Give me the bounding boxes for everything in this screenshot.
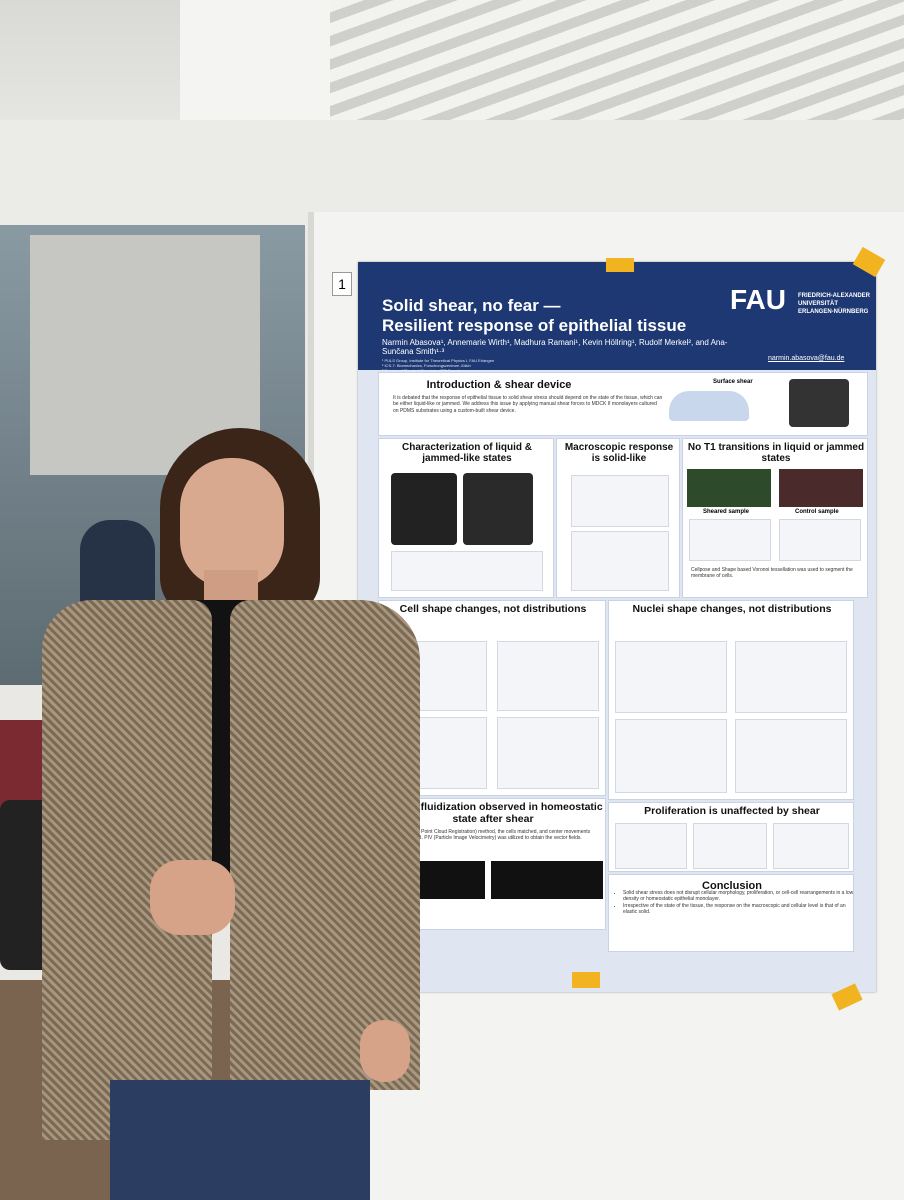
affiliation: ¹ PULS Group, Institute for Theoretical … (382, 358, 495, 363)
university: FRIEDRICH-ALEXANDER UNIVERSITÄT ERLANGEN… (798, 293, 870, 315)
affiliation: ³ Division of Physical Chemistry, IRB Za… (382, 368, 461, 373)
intro-section: Introduction & shear device It is debate… (378, 372, 868, 436)
jeans (110, 1080, 370, 1200)
section-heading: Nuclei shape changes, not distributions (632, 603, 832, 615)
section: No T1 transitions in liquid or jammed st… (682, 438, 868, 598)
cell-diagram (669, 391, 749, 421)
plot (615, 719, 727, 793)
section: Characterization of liquid & jammed-like… (378, 438, 554, 598)
plot (615, 823, 687, 869)
plot (497, 717, 599, 789)
beam (180, 0, 330, 120)
title-line: Resilient response of epithelial tissue (382, 316, 687, 335)
section-text: It is debated that the response of epith… (393, 395, 663, 414)
conclusion-bullet: Irrespective of the state of the tissue,… (623, 903, 853, 916)
section: Nuclei shape changes, not distributions (608, 600, 854, 800)
jacket-right (230, 600, 420, 1090)
section-text: Cellpose and Shape based Voronoi tessell… (691, 567, 853, 580)
plot (391, 551, 543, 591)
figure-label: Surface shear (713, 379, 753, 385)
plot (773, 823, 849, 869)
wall (0, 120, 904, 230)
plot (497, 641, 599, 711)
plot (779, 519, 861, 561)
plot (735, 719, 847, 793)
section-heading: Conclusion (702, 880, 762, 892)
microscope-image (779, 469, 863, 507)
board-number: 1 (332, 272, 352, 296)
affiliations: ¹ PULS Group, Institute for Theoretical … (382, 358, 494, 373)
plot (571, 475, 669, 527)
plot (615, 641, 727, 713)
authors: Narmin Abasova¹, Annemarie Wirth¹, Madhu… (382, 338, 728, 356)
microscope-image (687, 469, 771, 507)
email: narmin.abasova@fau.de (768, 355, 845, 362)
tape (572, 972, 600, 988)
section-text: IPCR (Iterative Point Cloud Registration… (387, 829, 591, 842)
poster: Solid shear, no fear — Resilient respons… (358, 262, 876, 992)
tape (606, 258, 634, 272)
section: Macroscopic response is solid-like (556, 438, 680, 598)
section-heading: No T1 transitions in liquid or jammed st… (687, 442, 865, 464)
title-line: Solid shear, no fear — (382, 296, 561, 315)
section-heading: Introduction & shear device (426, 379, 572, 391)
poster-header: Solid shear, no fear — Resilient respons… (358, 262, 876, 373)
plot (571, 531, 669, 591)
logo: FAU (730, 284, 786, 315)
shear-device (789, 379, 849, 427)
microscope-image (391, 473, 457, 545)
conclusion-bullet: Solid shear stress does not disrupt cell… (623, 890, 853, 903)
section: Proliferation is unaffected by shear (608, 802, 854, 872)
section-heading: Cell shape changes, not distributions (399, 603, 587, 615)
affiliation: ² ICS-7: Biomechanics, Forschungszentrum… (382, 363, 471, 368)
plot (693, 823, 767, 869)
poster-title: Solid shear, no fear — Resilient respons… (382, 296, 686, 336)
sample-label: Control sample (795, 509, 839, 515)
hand (150, 860, 235, 935)
microscope-image (463, 473, 533, 545)
section-heading: No cell fluidization observed in homeost… (383, 801, 603, 825)
section-heading: Macroscopic response is solid-like (564, 442, 674, 464)
plot (735, 641, 847, 713)
plot (689, 519, 771, 561)
vector-field (491, 861, 603, 899)
vector-field (409, 861, 485, 899)
conclusion-section: Conclusion Solid shear stress does not d… (608, 874, 854, 952)
section-heading: Proliferation is unaffected by shear (644, 805, 820, 817)
sample-label: Sheared sample (703, 509, 750, 515)
face (180, 458, 284, 588)
conclusion-list: Solid shear stress does not disrupt cell… (611, 890, 853, 916)
section-heading: Characterization of liquid & jammed-like… (401, 442, 532, 464)
hand (360, 1020, 410, 1082)
